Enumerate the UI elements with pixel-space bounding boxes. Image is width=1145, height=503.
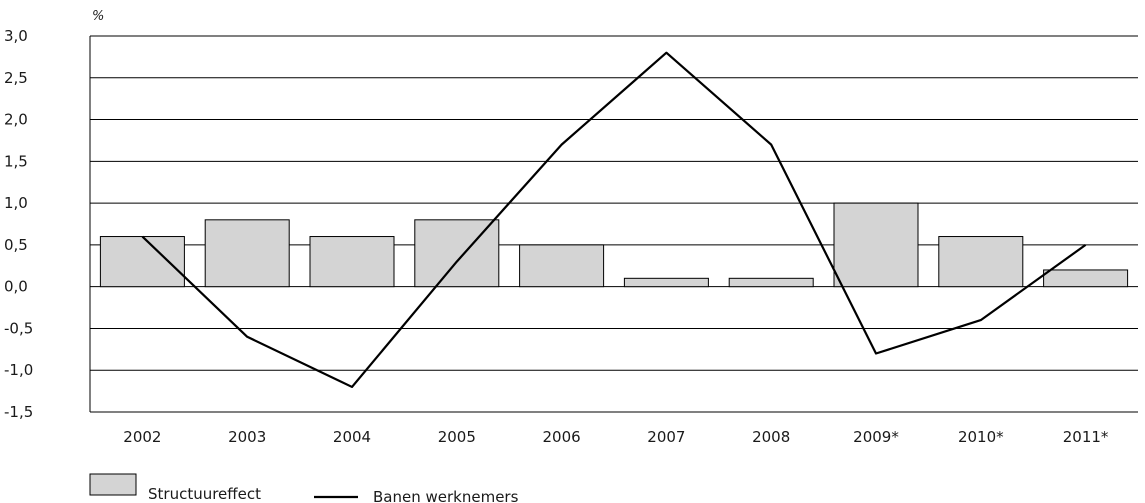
bar xyxy=(309,236,395,288)
y-tick-label: 0,5 xyxy=(4,236,28,254)
bar-series xyxy=(99,202,1129,288)
y-tick-label: -1,5 xyxy=(4,403,33,421)
bar xyxy=(623,277,709,288)
y-tick-label: 2,0 xyxy=(4,111,28,129)
legend-swatch-bar xyxy=(89,473,137,496)
axes xyxy=(89,36,1138,413)
y-tick-label: -1,0 xyxy=(4,361,33,379)
bar xyxy=(938,236,1024,288)
x-tick-label: 2009* xyxy=(853,428,899,446)
x-tick-label: 2007 xyxy=(647,428,685,446)
x-tick-label: 2011* xyxy=(1063,428,1109,446)
x-tick-label: 2005 xyxy=(438,428,476,446)
y-tick-label: 1,0 xyxy=(4,194,28,212)
legend-label-line: Banen werknemers xyxy=(373,488,519,503)
x-tick-label: 2004 xyxy=(333,428,371,446)
x-tick-label: 2010* xyxy=(958,428,1004,446)
x-tick-labels: 2002 2003 2004 2005 2006 2007 2008 2009* 2010* 20… xyxy=(123,428,1109,446)
y-tick-label: 0,0 xyxy=(4,278,28,296)
line-series xyxy=(141,51,1087,389)
x-tick-label: 2006 xyxy=(543,428,581,446)
y-tick-label: 1,5 xyxy=(4,152,28,170)
bar xyxy=(99,236,185,288)
bar xyxy=(833,202,919,288)
x-tick-label: 2003 xyxy=(228,428,266,446)
y-unit-label: % xyxy=(92,9,104,24)
bar xyxy=(728,277,814,288)
y-tick-labels: -1,5 -1,0 -0,5 0,0 0,5 1,0 1,5 2,0 2,5 3,0 xyxy=(4,27,33,421)
y-tick-label: -0,5 xyxy=(4,319,33,337)
legend-label-bar: Structuureffect xyxy=(148,485,261,503)
legend: Structuureffect Banen werknemers xyxy=(89,473,519,503)
bar xyxy=(519,244,605,288)
x-tick-label: 2002 xyxy=(123,428,161,446)
x-tick-label: 2008 xyxy=(752,428,790,446)
bar xyxy=(1043,269,1129,288)
bar xyxy=(204,219,290,288)
y-tick-label: 2,5 xyxy=(4,69,28,87)
line-path xyxy=(141,51,1087,389)
y-tick-label: 3,0 xyxy=(4,27,28,45)
